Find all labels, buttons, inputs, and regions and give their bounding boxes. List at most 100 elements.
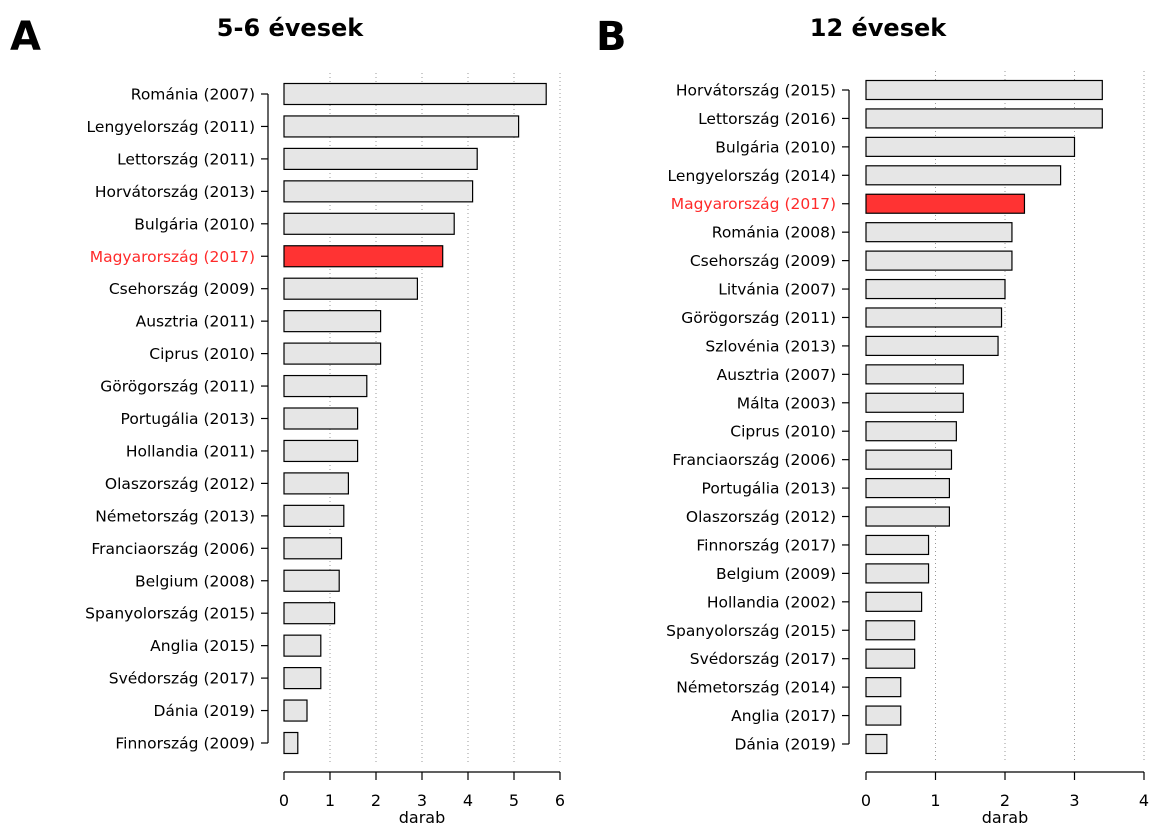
panel-a-x-tick-label: 0 [279,791,289,810]
panel-a-category-label: Dánia (2019) [153,702,255,720]
panel-a-bar [283,342,382,365]
panel-b-x-tick-label: 0 [861,791,871,810]
panel-b-category-label: Szlovénia (2013) [705,337,836,355]
panel-a-bar [283,472,350,495]
panel-b-bar [865,193,1026,214]
panel-b-category-label: Svédország (2017) [690,650,836,668]
panel-a-bar [283,537,343,560]
panel-b-category-label: Anglia (2017) [731,707,836,725]
panel-b-x-tick-label: 1 [930,791,940,810]
panel-b-category-label: Csehország (2009) [690,252,836,270]
panel-a-x-axis-label: darab [399,808,446,826]
panel-b-category-label: Olaszország (2012) [686,508,836,526]
panel-b-category-label: Görögország (2011) [681,309,836,327]
panel-b-bar [865,677,902,698]
panel-b-x-tick-label: 4 [1139,791,1149,810]
panel-a-category-label: Svédország (2017) [109,670,255,688]
panel-b-category-label: Portugália (2013) [702,480,836,498]
panel-b-x-tick-label: 3 [1069,791,1079,810]
panel-b-bar [865,733,888,755]
panel-a-category-label: Hollandia (2011) [126,442,255,460]
panel-a-category-label: Lengyelország (2011) [87,118,255,136]
panel-b-category-label: Franciaország (2006) [672,451,836,469]
panel-a-x-tick-label: 4 [463,791,473,810]
panel-b-bar [865,705,902,726]
panel-a-bar [283,666,322,690]
panel-a-bar [283,569,340,592]
panel-a-bar [283,310,382,333]
panel-a-category-label: Lettország (2011) [117,150,255,168]
panel-a-category-label: Spanyolország (2015) [85,605,255,623]
panel-b-title: 12 évesek [810,14,948,42]
panel-a-category-label: Németország (2013) [95,507,255,525]
panel-b-category-label: Lettország (2016) [698,110,836,128]
panel-a-bar [283,212,455,235]
panel-b-category-label: Belgium (2009) [716,565,836,583]
panel-b-bar [865,449,953,470]
panel-b-bar [865,79,1103,101]
panel-b-category-label: Spanyolország (2015) [666,622,836,640]
panel-a-bar [283,277,418,300]
panel-a-title: 5-6 évesek [217,14,364,42]
panel-b-bar [865,506,951,527]
panel-b-bar [865,108,1103,129]
panel-b-bar [865,222,1013,243]
panel-a-category-label: Belgium (2008) [135,572,255,590]
panel-b-category-label: Horvátország (2015) [676,82,836,100]
panel-a-category-label: Ausztria (2011) [136,313,255,331]
panel-b-bar [865,591,923,612]
panel-a-bar [283,407,359,430]
panel-b-category-label: Románia (2008) [712,224,836,242]
panel-a-category-label: Csehország (2009) [109,280,255,298]
panel-a-category-label: Magyarország (2017) [90,248,255,266]
panel-a-x-tick-label: 3 [417,791,427,810]
panel-b-bar [865,278,1006,300]
panel-b-x-axis-label: darab [982,808,1029,826]
panel-b-category-label: Bulgária (2010) [715,138,836,156]
panel-a-category-label: Horvátország (2013) [95,183,255,201]
panel-b-category-label: Németország (2014) [676,679,836,697]
panel-a-bar [283,147,478,170]
panel-b-category-label: Ausztria (2007) [717,366,836,384]
panel-b-bar [865,620,916,641]
panel-b-category-label: Magyarország (2017) [671,195,836,213]
panel-b-bar [865,335,999,357]
panel-b-bar [865,563,930,584]
panel-a-category-label: Anglia (2015) [150,637,255,655]
panel-b-x-tick-label: 2 [1000,791,1010,810]
panel-b-bar [865,307,1003,328]
panel-b-category-label: Málta (2003) [737,394,836,412]
panel-a-bar [283,699,308,722]
panel-b-category-label: Ciprus (2010) [730,423,836,441]
panel-a-x-tick-label: 5 [509,791,519,810]
panel-a-bar [283,634,322,657]
panel-a-bar [283,245,444,268]
panel-a-x-tick-label: 1 [325,791,335,810]
panel-a-bar [283,180,474,203]
panel-b-bar [865,477,951,499]
panel-b-bar [865,392,964,413]
panel-a-category-label: Ciprus (2010) [149,345,255,363]
panel-a-category-label: Franciaország (2006) [91,540,255,558]
panel-b-bar [865,165,1062,186]
panel-a-bar [283,731,299,755]
panel-a-bar [283,115,520,138]
panel-b-bar [865,364,964,385]
panel-a-x-tick-label: 2 [371,791,381,810]
panel-b-category-label: Litvánia (2007) [718,281,836,299]
panel-a-category-label: Románia (2007) [131,86,255,104]
panel-a-category-label: Portugália (2013) [121,410,255,428]
panel-b-category-label: Hollandia (2002) [707,593,836,611]
panel-b-category-label: Lengyelország (2014) [668,167,836,185]
panel-a-category-label: Olaszország (2012) [105,475,255,493]
panel-b-bar [865,648,916,669]
panel-b-bar [865,136,1076,157]
panel-a-category-label: Görögország (2011) [100,378,255,396]
panel-b-letter: B [596,14,627,60]
panel-a-x-tick-label: 6 [555,791,565,810]
panel-b-category-label: Finnország (2017) [696,536,836,554]
panel-b-category-label: Dánia (2019) [734,736,836,754]
panel-a-bar [283,439,359,463]
panel-b-bar [865,250,1013,271]
